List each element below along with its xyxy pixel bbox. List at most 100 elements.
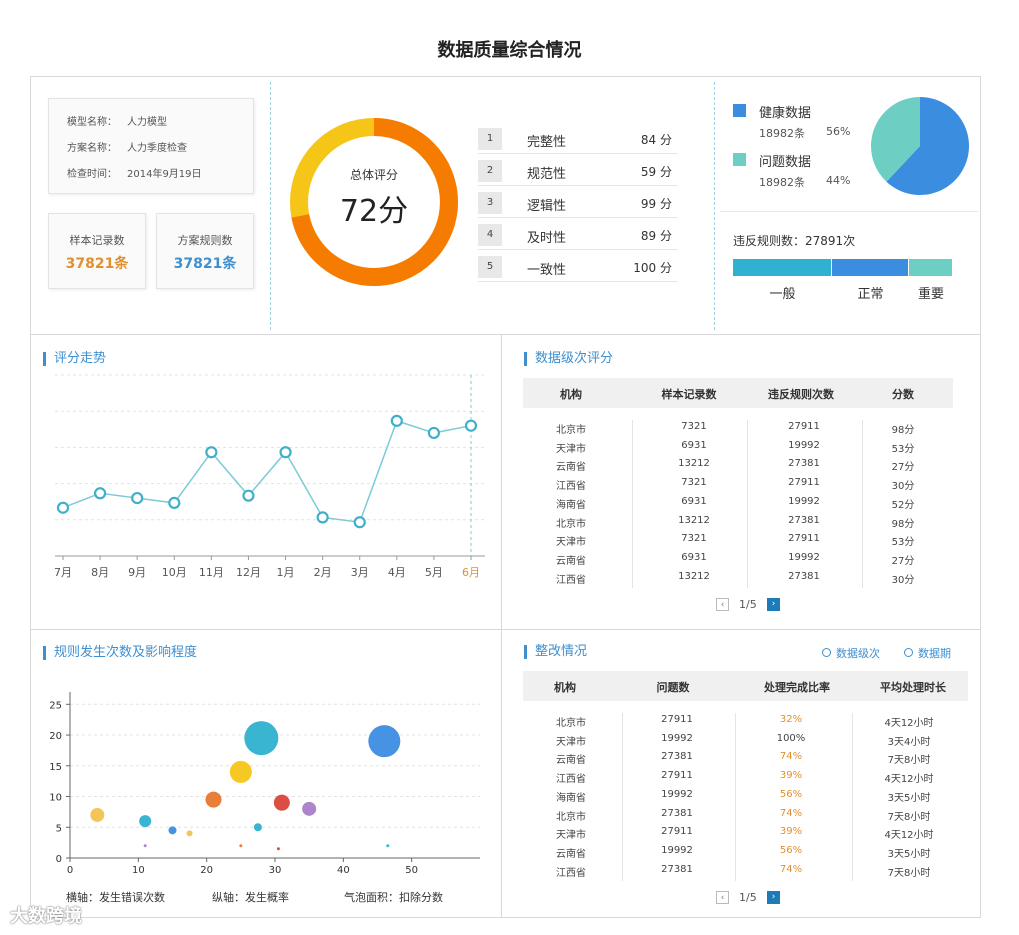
table-cell: 江西省	[556, 774, 586, 786]
rectify-next-page-button[interactable]: ›	[767, 891, 780, 904]
model-name-key: 模型名称：	[67, 117, 117, 128]
divider	[501, 334, 502, 918]
dimension-score: 100 分	[633, 261, 672, 275]
x-tick-label: 10	[132, 865, 145, 876]
table-cell: 74%	[779, 751, 803, 763]
table-cell: 天津市	[556, 830, 586, 842]
check-time-value: 2014年9月19日	[127, 169, 202, 180]
dimension-name: 一致性	[527, 263, 567, 278]
radio-data-period-label[interactable]: 数据期	[918, 647, 951, 660]
table-cell: 天津市	[556, 537, 586, 549]
pie-slice	[886, 97, 969, 195]
level-col-violations: 违反规则次数	[768, 388, 834, 401]
donut-score-arc	[290, 118, 458, 286]
bubble	[368, 725, 401, 758]
table-cell: 27911	[661, 770, 693, 782]
y-tick-label: 25	[49, 700, 62, 711]
problem-legend-name: 问题数据	[759, 155, 812, 170]
table-cell: 27911	[788, 533, 820, 545]
dimension-no: 1	[478, 128, 502, 150]
health-legend-count: 18982条	[759, 127, 805, 140]
table-cell: 27911	[788, 477, 820, 489]
sample-count-value: 37821条	[65, 256, 129, 272]
dimension-name: 及时性	[527, 231, 567, 246]
violation-label: 一般	[769, 287, 796, 302]
check-time-row: 检查时间： 2014年9月19日	[67, 165, 202, 180]
dimension-no: 4	[478, 224, 502, 246]
x-tick-label: 10月	[162, 566, 187, 579]
x-tick-label: 9月	[128, 566, 146, 579]
table-cell: 13212	[678, 514, 710, 526]
trend-line-chart: 7月 8月 9月 10月 11月 12月 1月 2月 3月 4月 5月 6月	[54, 374, 485, 579]
bubble-section-title: 规则发生次数及影响程度	[43, 646, 197, 660]
trend-point	[56, 501, 70, 514]
table-cell: 北京市	[556, 718, 586, 729]
column-separator	[735, 713, 736, 881]
table-cell: 江西省	[556, 481, 586, 493]
rectify-col-duration: 平均处理时长	[880, 681, 946, 694]
bubble	[273, 794, 290, 811]
x-tick-label: 50	[405, 865, 418, 876]
radio-data-period[interactable]	[904, 648, 913, 657]
rectify-col-org: 机构	[554, 681, 576, 694]
table-cell: 74%	[779, 863, 803, 875]
bubble	[205, 791, 222, 808]
x-tick-label: 5月	[425, 566, 443, 579]
table-cell: 27381	[788, 458, 820, 470]
dimension-row: 3 逻辑性 99 分	[478, 186, 678, 218]
x-tick-label: 6月	[462, 566, 480, 579]
sample-count-card: 样本记录数 37821条	[48, 213, 146, 289]
table-cell: 53分	[891, 443, 915, 455]
table-cell: 39%	[779, 770, 803, 782]
level-next-page-button[interactable]: ›	[767, 598, 780, 611]
table-cell: 云南省	[556, 755, 586, 767]
model-name-value: 人力模型	[127, 117, 167, 128]
y-tick-label: 5	[56, 823, 62, 834]
rectify-pager: 1/5	[739, 891, 757, 904]
table-cell: 云南省	[556, 555, 586, 567]
table-cell: 27分	[891, 462, 915, 474]
table-cell: 27381	[661, 751, 693, 763]
rectify-prev-page-button[interactable]: ‹	[716, 891, 729, 904]
bubble	[302, 801, 317, 816]
table-cell: 7天8小时	[887, 811, 931, 823]
bubble	[386, 844, 390, 848]
table-cell: 27911	[661, 714, 693, 725]
bubble-legend-x: 横轴：发生错误次数	[66, 891, 165, 904]
dimension-name: 规范性	[527, 167, 567, 182]
radio-data-level[interactable]	[822, 648, 831, 657]
table-cell: 天津市	[556, 443, 586, 455]
level-col-org: 机构	[560, 388, 582, 401]
table-cell: 7321	[681, 533, 707, 545]
table-cell: 3天4小时	[887, 736, 931, 748]
trend-section-title: 评分走势	[43, 352, 106, 366]
trend-point	[390, 414, 403, 427]
level-pager: 1/5	[739, 598, 757, 611]
table-cell: 52分	[891, 499, 915, 511]
violation-label: 正常	[857, 287, 884, 302]
x-tick-label: 12月	[236, 566, 261, 579]
table-cell: 100%	[776, 732, 806, 744]
table-cell: 53分	[891, 537, 915, 549]
health-pie-chart	[871, 97, 969, 195]
radio-data-level-label[interactable]: 数据级次	[836, 647, 880, 660]
table-cell: 74%	[779, 807, 803, 819]
table-cell: 13212	[678, 458, 710, 470]
dimension-score: 59 分	[640, 165, 672, 179]
level-prev-page-button[interactable]: ‹	[716, 598, 729, 611]
overall-score-value: 72分	[339, 194, 409, 229]
bubble	[239, 844, 243, 848]
bubble	[139, 815, 152, 828]
x-tick-label: 8月	[91, 566, 109, 579]
level-col-samples: 样本记录数	[661, 388, 717, 401]
health-legend-swatch	[733, 104, 746, 117]
model-name-row: 模型名称： 人力模型	[67, 113, 167, 128]
page-title: 数据质量综合情况	[437, 40, 582, 61]
table-cell: 27911	[661, 826, 693, 838]
bubble	[253, 823, 262, 832]
x-tick-label: 11月	[199, 566, 224, 579]
column-separator	[632, 420, 633, 588]
x-tick-label: 2月	[314, 566, 332, 579]
table-cell: 4天12小时	[884, 830, 934, 842]
x-tick-label: 1月	[277, 566, 295, 579]
